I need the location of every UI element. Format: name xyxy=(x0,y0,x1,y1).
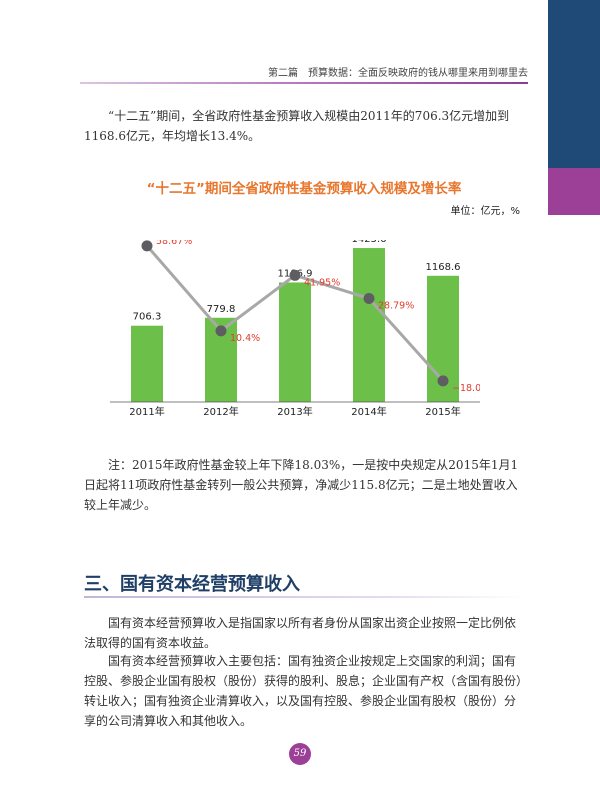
growth-rate-point-2 xyxy=(289,269,301,281)
x-tick-label-3: 2014年 xyxy=(351,405,386,418)
chart-title: “十二五”期间全省政府性基金预算收入规模及增长率 xyxy=(146,181,462,197)
page-number: 59 xyxy=(289,743,311,765)
combo-chart: 706.3779.81106.91425.61168.62011年2012年20… xyxy=(110,240,480,418)
running-header: 第二篇 预算数据：全面反映政府的钱从哪里来用到哪里去 xyxy=(268,68,528,79)
growth-rate-label-2: 41.95% xyxy=(304,277,340,288)
x-tick-label-4: 2015年 xyxy=(425,405,460,418)
section-rule xyxy=(84,596,524,598)
bar-value-label-1: 779.8 xyxy=(207,304,236,315)
side-tab-blue xyxy=(548,0,600,168)
side-tab-purple xyxy=(548,168,600,215)
intro-paragraph: “十二五”期间，全省政府性基金预算收入规模由2011年的706.3亿元增加到11… xyxy=(84,109,510,143)
growth-rate-point-1 xyxy=(215,325,227,337)
bar-value-label-3: 1425.6 xyxy=(352,240,387,245)
body-paragraph-2: 国有资本经营预算收入主要包括：国有独资企业按规定上交国家的利润；国有控股、参股企… xyxy=(84,654,523,728)
x-tick-label-2: 2013年 xyxy=(277,405,312,418)
header-rule xyxy=(80,82,528,84)
growth-rate-label-0: 58.67% xyxy=(156,240,192,247)
x-tick-label-0: 2011年 xyxy=(129,405,164,418)
growth-rate-label-1: 10.4% xyxy=(230,333,260,344)
bar-0 xyxy=(131,325,163,402)
growth-rate-point-4 xyxy=(437,375,449,387)
growth-rate-label-3: 28.79% xyxy=(378,300,414,311)
bar-3 xyxy=(353,248,385,402)
body-paragraph-1: 国有资本经营预算收入是指国家以所有者身份从国家出资企业按照一定比例依法取得的国有… xyxy=(84,616,517,650)
growth-rate-point-0 xyxy=(141,240,153,252)
growth-rate-label-4: −18.03% xyxy=(452,383,480,394)
bar-value-label-0: 706.3 xyxy=(133,312,162,323)
chart-note: 注：2015年政府性基金较上年下降18.03%，一是按中央规定从2015年1月1… xyxy=(84,458,519,512)
section-title: 三、国有资本经营预算收入 xyxy=(84,574,300,595)
bar-value-label-4: 1168.6 xyxy=(426,262,461,273)
bar-2 xyxy=(279,282,311,402)
growth-rate-point-3 xyxy=(363,292,375,304)
x-tick-label-1: 2012年 xyxy=(203,405,238,418)
chart-unit-label: 单位：亿元，% xyxy=(450,206,520,217)
